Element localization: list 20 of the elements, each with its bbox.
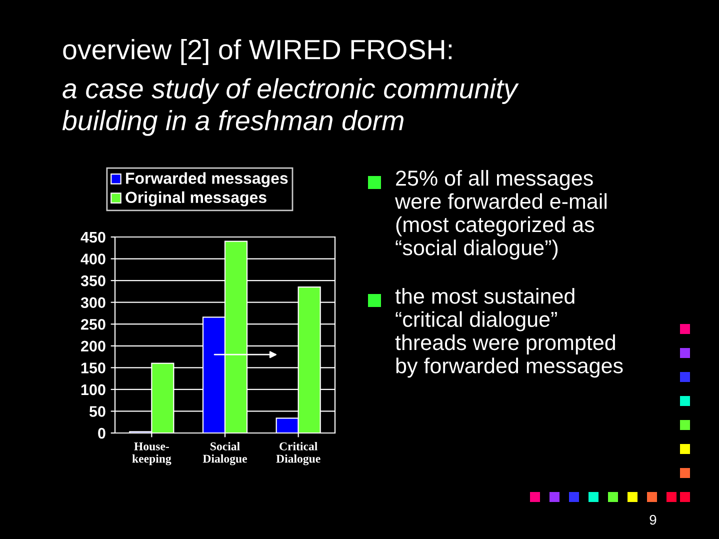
chart-subtitle: a case study of electronic community building in a freshman dorm [62,78,519,136]
y-tick-label: 150 [81,362,106,374]
chart-title: overview [2] of WIRED FROSH: [63,39,452,65]
y-tick-label: 350 [80,275,106,286]
y-tick-label: 250 [81,318,106,330]
x-tick-label: Critical Dialogue [276,442,320,466]
text: 25% of all messages were forwarded e-mail (most categorized as “social dialogue”) [394,170,607,260]
text: the most sustained “critical dialogue” threads were prompted by forwarded messages [395,288,623,378]
x-tick-label: House- keeping [132,442,172,466]
y-tick-label: 100 [81,384,106,396]
y-tick-label: 0 [98,428,106,439]
text: 9 [650,514,656,525]
y-tick-label: 200 [81,340,106,352]
y-tick-label: 400 [80,254,106,264]
y-tick-label: 50 [89,406,106,417]
legend-label: Forwarded messages [126,172,288,188]
y-tick-label: 300 [80,297,106,308]
x-tick-label: Social Dialogue [202,442,247,466]
y-tick-label: 450 [80,232,106,243]
legend-label: Original messages [126,191,266,206]
